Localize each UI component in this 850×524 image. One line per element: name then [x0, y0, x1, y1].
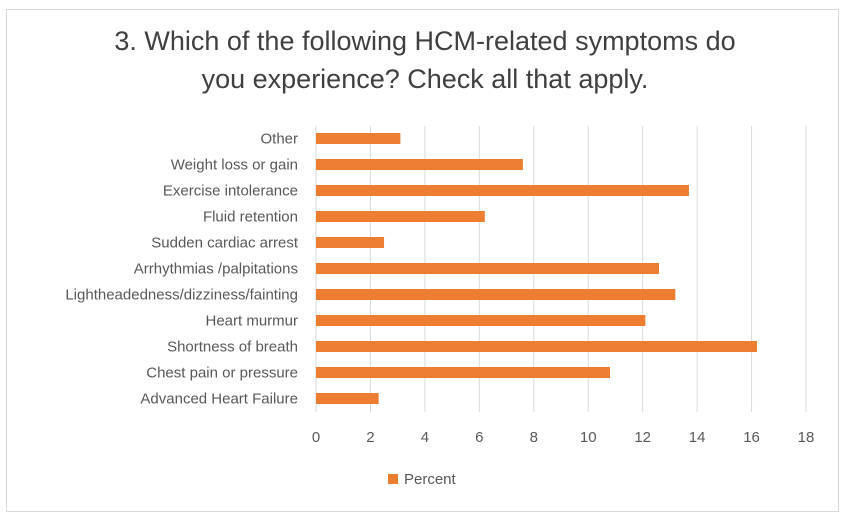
x-tick-label: 10: [580, 429, 597, 446]
bar: [316, 315, 646, 326]
category-label: Arrhythmias /palpitations: [134, 261, 298, 278]
legend-swatch: [388, 474, 398, 484]
bar: [316, 159, 523, 170]
x-tick-label: 0: [312, 429, 320, 446]
category-label: Advanced Heart Failure: [140, 391, 298, 408]
bar: [316, 185, 689, 196]
bar: [316, 367, 610, 378]
x-tick-label: 12: [634, 429, 651, 446]
x-tick-label: 4: [421, 429, 429, 446]
bar: [316, 393, 379, 404]
x-tick-label: 8: [530, 429, 538, 446]
category-label: Chest pain or pressure: [146, 365, 298, 382]
category-label: Weight loss or gain: [171, 157, 298, 174]
bar: [316, 289, 676, 300]
bar: [316, 237, 385, 248]
chart-title: 3. Which of the following HCM-related sy…: [0, 22, 850, 98]
category-labels: Other Weight loss or gain Exercise intoler…: [65, 131, 299, 408]
x-tick-label: 6: [475, 429, 483, 446]
category-label: Other: [260, 131, 298, 148]
chart-title-line-1: 3. Which of the following HCM-related sy…: [114, 26, 736, 56]
legend-label: Percent: [404, 471, 457, 488]
category-label: Fluid retention: [203, 209, 298, 226]
x-tick-label: 16: [743, 429, 760, 446]
x-tick-label: 14: [689, 429, 706, 446]
bar: [316, 133, 401, 144]
category-label: Exercise intolerance: [163, 183, 298, 200]
category-label: Shortness of breath: [167, 339, 298, 356]
legend: Percent: [388, 471, 457, 488]
bar: [316, 341, 757, 352]
category-label: Sudden cardiac arrest: [151, 235, 299, 252]
x-tick-label: 18: [798, 429, 815, 446]
bar: [316, 211, 485, 222]
chart-frame: [6, 9, 839, 512]
category-label: Heart murmur: [205, 313, 298, 330]
x-tick-label: 2: [366, 429, 374, 446]
chart-title-line-2: you experience? Check all that apply.: [201, 64, 649, 94]
bars: [316, 133, 757, 404]
bar: [316, 263, 659, 274]
category-label: Lightheadedness/dizziness/fainting: [65, 287, 298, 304]
x-tick-labels: 0 2 4 6 8 10 12 14 16 18: [312, 429, 815, 446]
